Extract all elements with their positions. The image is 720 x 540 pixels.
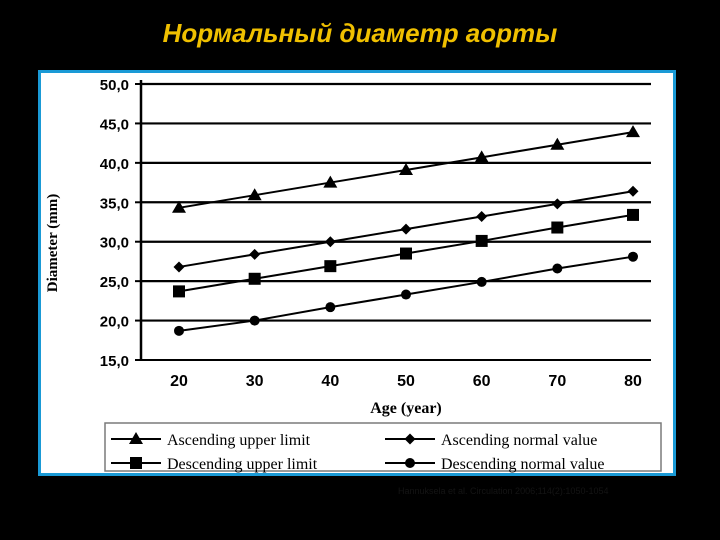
legend-label: Descending upper limit	[167, 456, 318, 473]
legend-label: Descending normal value	[441, 456, 605, 473]
data-point	[174, 325, 184, 336]
x-tick-label: 70	[548, 373, 566, 390]
x-tick-label: 20	[170, 373, 188, 390]
x-tick-label: 80	[624, 373, 642, 390]
x-tick-label: 60	[473, 373, 491, 390]
data-point	[551, 221, 564, 234]
y-tick-label: 40,0	[100, 156, 129, 173]
data-point	[249, 315, 260, 326]
x-tick-label: 40	[321, 373, 339, 390]
y-tick-label: 25,0	[100, 274, 129, 291]
legend-label: Ascending upper limit	[167, 432, 311, 449]
series-layer	[172, 125, 640, 336]
data-point	[476, 210, 488, 222]
x-tick-label: 50	[397, 373, 415, 390]
data-point	[323, 175, 338, 188]
y-tick-label: 35,0	[100, 195, 129, 212]
y-tick-label: 20,0	[100, 314, 129, 331]
data-point	[627, 185, 639, 197]
y-tick-label: 45,0	[100, 116, 129, 133]
data-point	[400, 247, 412, 260]
data-point	[627, 208, 639, 221]
data-point	[551, 198, 563, 210]
legend: Ascending upper limit Ascending normal va…	[104, 422, 662, 473]
data-point	[626, 125, 640, 138]
data-point	[173, 285, 185, 298]
slide-title: Нормальный диаметр аорты	[162, 18, 558, 48]
chart-frame: 15,0 20,0 25,0 30,0 35,0 40,0 45,0 50,0 20 30 40 50…	[38, 70, 676, 476]
data-point	[400, 223, 412, 235]
data-point	[173, 261, 185, 273]
legend-box	[104, 422, 662, 472]
axis-layer: 15,0 20,0 25,0 30,0 35,0 40,0 45,0 50,0 20 30 40 50…	[100, 77, 642, 390]
data-point	[325, 302, 336, 313]
data-point	[550, 137, 565, 150]
x-axis-label: Age (year)	[370, 400, 442, 417]
data-point	[172, 200, 186, 213]
legend-marker	[405, 458, 415, 468]
data-point	[552, 263, 563, 274]
grid-layer	[141, 82, 651, 361]
y-tick-label: 50,0	[100, 77, 129, 94]
y-tick-label: 30,0	[100, 235, 129, 252]
data-point	[324, 260, 337, 273]
data-point	[248, 272, 261, 285]
aortic-diameter-chart: 15,0 20,0 25,0 30,0 35,0 40,0 45,0 50,0 20 30 40 50…	[45, 77, 662, 473]
legend-label: Ascending normal value	[441, 432, 597, 449]
data-point	[249, 248, 261, 260]
data-point	[628, 251, 638, 262]
data-point	[324, 236, 336, 248]
data-point	[474, 150, 489, 163]
source-note: Hannuksela et al. Circulation 2006;114(2…	[398, 486, 609, 496]
y-axis-label: Diameter (mm)	[45, 194, 61, 292]
x-tick-label: 30	[246, 373, 264, 390]
y-tick-label: 15,0	[100, 353, 129, 370]
data-point	[247, 188, 262, 201]
legend-marker	[130, 457, 142, 469]
data-point	[401, 289, 411, 300]
data-point	[476, 276, 487, 287]
legend-marker	[129, 432, 143, 444]
legend-marker	[404, 433, 416, 445]
data-point	[399, 162, 413, 175]
data-point	[475, 234, 488, 247]
